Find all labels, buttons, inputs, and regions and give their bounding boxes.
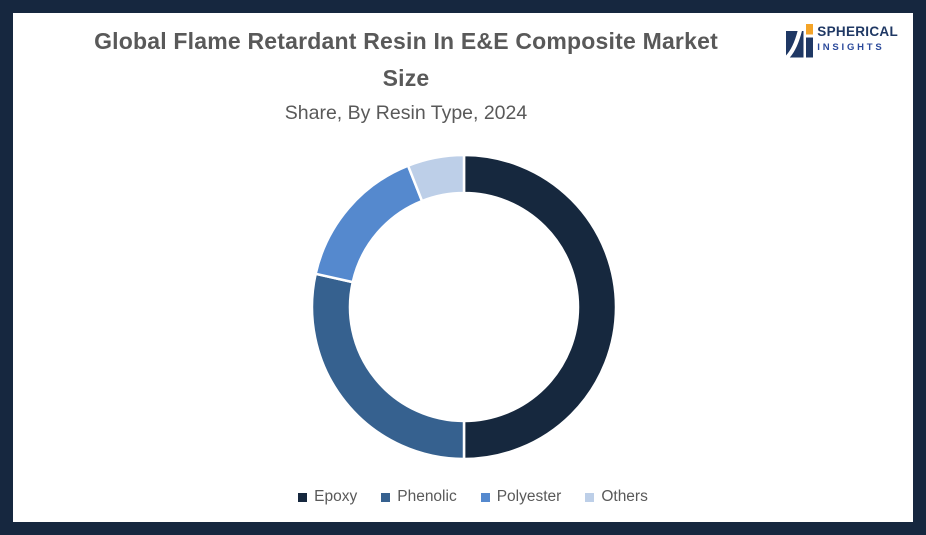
- spherical-insights-logo-icon: [786, 24, 814, 58]
- donut-segment-others: [406, 153, 466, 203]
- logo-brand-tagline: INSIGHTS: [817, 42, 885, 53]
- donut-segment-polyester: [314, 164, 424, 284]
- donut-segment-phenolic: [310, 272, 466, 461]
- legend-label-epoxy: Epoxy: [314, 488, 358, 505]
- legend-item-epoxy: Epoxy: [298, 488, 357, 506]
- chart-title-line2: Size: [382, 65, 430, 91]
- chart-header: Global Flame Retardant Resin In E&E Comp…: [36, 23, 776, 126]
- donut-chart: [310, 153, 618, 461]
- legend-swatch-others: [585, 492, 595, 502]
- spherical-insights-logo: SPHERICAL INSIGHTS: [786, 19, 898, 58]
- legend-label-phenolic: Phenolic: [397, 488, 457, 505]
- chart-subtitle: Share, By Resin Type, 2024: [284, 102, 528, 124]
- legend-label-others: Others: [601, 488, 648, 505]
- chart-title-line1: Global Flame Retardant Resin In E&E Comp…: [94, 28, 718, 54]
- logo-brand-name: SPHERICAL: [817, 24, 898, 39]
- chart-canvas: Global Flame Retardant Resin In E&E Comp…: [13, 13, 913, 522]
- legend-item-others: Others: [585, 488, 648, 506]
- legend-item-polyester: Polyester: [480, 488, 562, 506]
- chart-legend: Epoxy Phenolic Polyester Others: [13, 488, 923, 506]
- donut-segment-epoxy: [462, 153, 618, 461]
- legend-swatch-phenolic: [381, 492, 391, 502]
- legend-item-phenolic: Phenolic: [381, 488, 457, 506]
- logo-wordmark: SPHERICAL INSIGHTS: [817, 24, 898, 54]
- legend-swatch-polyester: [480, 492, 490, 502]
- legend-swatch-epoxy: [298, 492, 308, 502]
- legend-label-polyester: Polyester: [496, 488, 562, 505]
